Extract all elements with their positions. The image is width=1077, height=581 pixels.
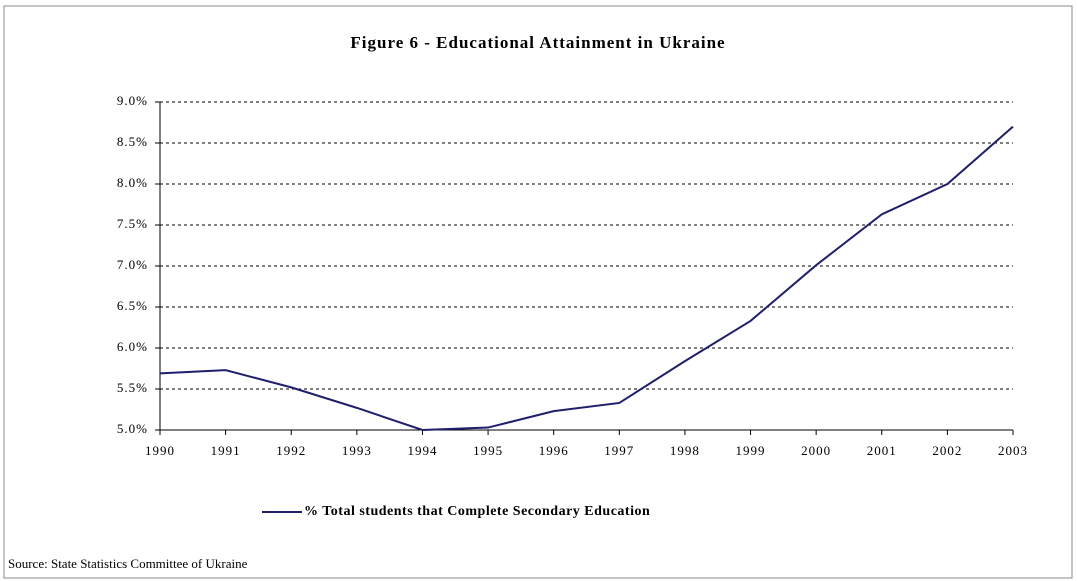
data-line <box>159 125 1014 432</box>
y-tick-label: 5.0% <box>117 421 148 436</box>
y-tick-label: 6.5% <box>117 298 148 313</box>
x-tick-label: 1996 <box>539 443 569 458</box>
x-tick-label: 1990 <box>145 443 175 458</box>
x-tick-label: 1991 <box>211 443 241 458</box>
chart-frame <box>3 5 1073 579</box>
x-tick-label: 1998 <box>670 443 700 458</box>
x-tick-label: 1999 <box>736 443 766 458</box>
chart-title: Figure 6 - Educational Attainment in Ukr… <box>350 33 725 52</box>
y-tick-label: 9.0% <box>117 93 148 108</box>
y-tick-label: 7.0% <box>117 257 148 272</box>
legend-label: % Total students that Complete Secondary… <box>304 504 650 519</box>
x-tick-label: 1995 <box>473 443 503 458</box>
x-tick-label: 1992 <box>276 443 306 458</box>
x-tick-label: 1997 <box>604 443 634 458</box>
y-tick-label: 7.5% <box>117 216 148 231</box>
y-tick-label: 8.0% <box>117 175 148 190</box>
y-tick-label: 5.5% <box>117 380 148 395</box>
source-note: Source: State Statistics Committee of Uk… <box>8 556 248 571</box>
x-tick-label: 2001 <box>867 443 897 458</box>
x-tick-label: 1994 <box>407 443 437 458</box>
y-tick-label: 8.5% <box>117 134 148 149</box>
x-tick-label: 2000 <box>801 443 831 458</box>
x-tick-label: 1993 <box>342 443 372 458</box>
x-tick-label: 2002 <box>932 443 962 458</box>
x-tick-label: 2003 <box>998 443 1028 458</box>
y-tick-label: 6.0% <box>117 339 148 354</box>
